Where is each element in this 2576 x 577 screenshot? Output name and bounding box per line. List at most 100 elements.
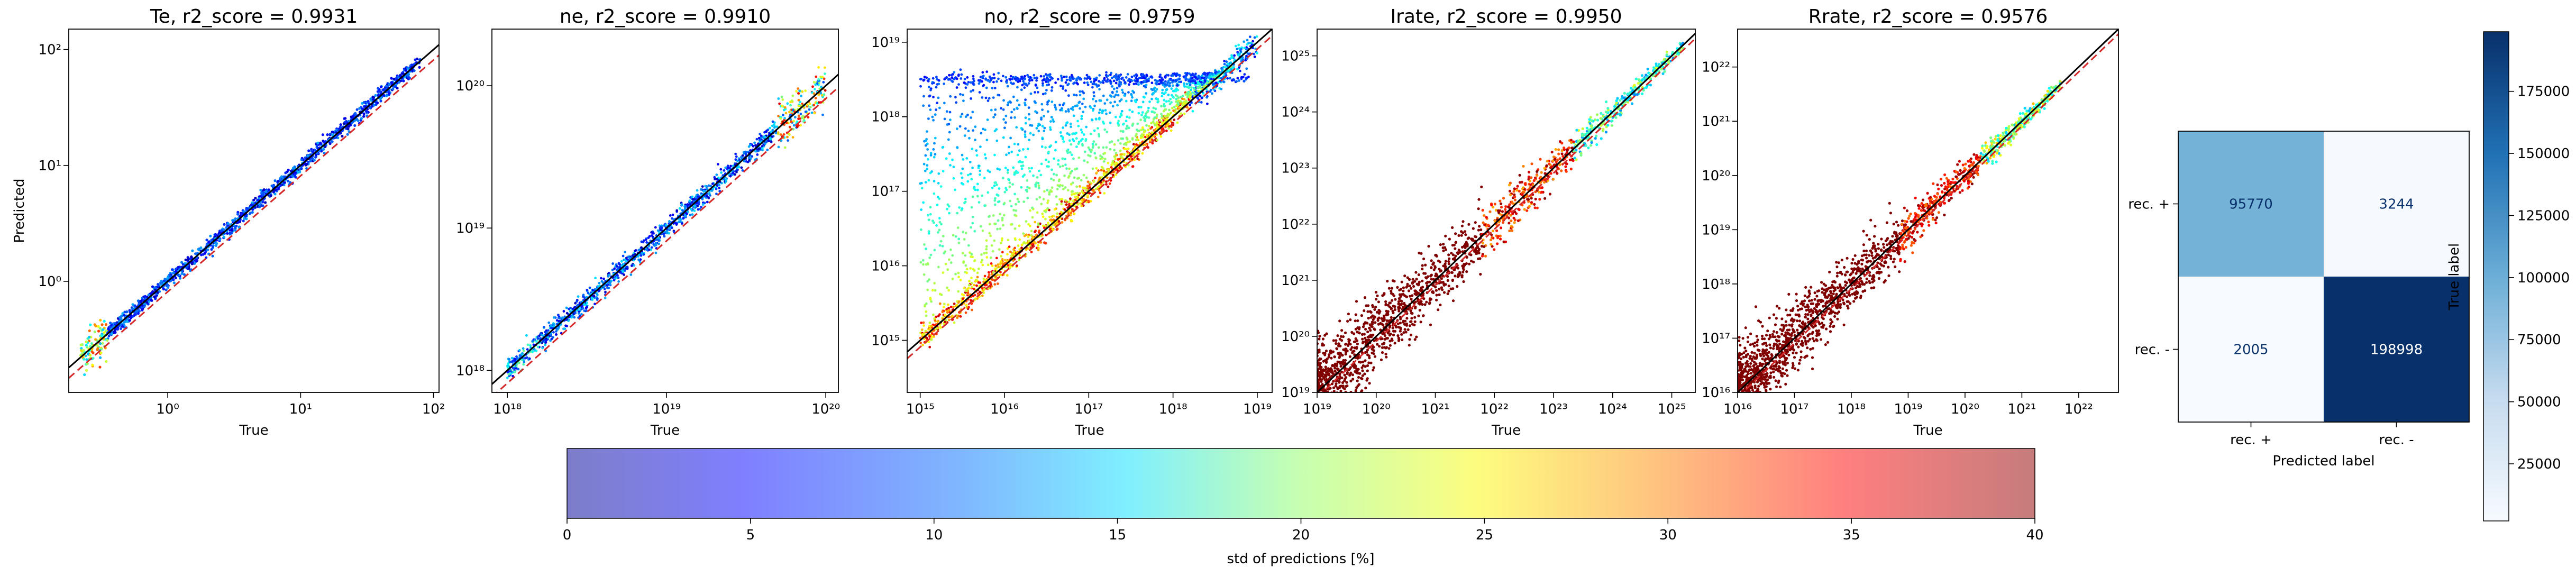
data-point — [1025, 248, 1028, 251]
data-point — [584, 309, 588, 312]
data-point — [1054, 149, 1057, 152]
data-point — [1068, 204, 1071, 207]
data-point — [1137, 106, 1140, 109]
data-point — [617, 280, 620, 283]
data-point — [1012, 259, 1015, 262]
data-point — [1034, 234, 1037, 237]
data-point — [949, 261, 953, 264]
data-point — [781, 98, 784, 101]
data-point — [536, 337, 540, 340]
data-point — [954, 188, 956, 191]
data-point — [1070, 212, 1073, 214]
data-point — [791, 136, 794, 139]
data-point — [996, 282, 999, 285]
data-point — [106, 338, 109, 342]
data-point — [991, 87, 994, 90]
data-point — [1131, 124, 1134, 127]
data-point — [294, 176, 297, 179]
data-point — [1150, 88, 1153, 90]
data-point — [926, 280, 929, 283]
data-point — [165, 288, 168, 291]
data-point — [1130, 76, 1134, 78]
data-point — [979, 169, 982, 172]
data-point — [934, 289, 937, 292]
data-point — [254, 197, 257, 200]
data-point — [706, 195, 708, 198]
data-point — [774, 132, 778, 135]
data-point — [781, 120, 784, 123]
data-point — [1233, 54, 1236, 57]
data-point — [930, 170, 933, 173]
data-point — [718, 184, 720, 187]
data-point — [1226, 62, 1229, 66]
data-point — [1011, 183, 1014, 186]
data-point — [1183, 98, 1186, 101]
data-point — [700, 205, 702, 208]
data-point — [1081, 103, 1084, 105]
data-point — [1026, 186, 1029, 189]
data-point — [949, 164, 952, 167]
data-point — [367, 99, 370, 103]
data-point — [706, 200, 709, 204]
data-point — [1128, 158, 1131, 161]
data-point — [963, 287, 966, 290]
data-point — [515, 367, 518, 370]
data-point — [259, 203, 262, 206]
data-point — [779, 117, 782, 120]
data-point — [1068, 151, 1072, 154]
data-point — [949, 248, 952, 251]
data-point — [186, 256, 189, 259]
data-point — [1015, 203, 1017, 206]
data-point — [999, 273, 1002, 277]
data-point — [1046, 103, 1049, 106]
data-point — [814, 83, 817, 86]
data-point — [983, 274, 986, 278]
data-point — [720, 171, 723, 174]
data-point — [756, 153, 759, 156]
data-point — [949, 95, 952, 98]
data-point — [1043, 126, 1046, 130]
data-point — [933, 282, 936, 285]
data-point — [1172, 84, 1174, 87]
data-point — [962, 183, 965, 186]
y-tick-label: 10⁰ — [38, 274, 61, 290]
data-point — [708, 193, 711, 196]
data-point — [1180, 112, 1183, 115]
data-point — [1024, 135, 1027, 139]
data-point — [961, 153, 964, 157]
data-point — [307, 149, 310, 152]
data-point — [1029, 132, 1032, 135]
data-point — [1091, 167, 1094, 170]
data-point — [1156, 122, 1158, 125]
data-point — [736, 168, 739, 171]
data-point — [681, 209, 684, 212]
data-point — [1244, 59, 1247, 62]
x-tick-label: 10⁰ — [156, 401, 179, 417]
data-point — [707, 197, 710, 199]
data-point — [1191, 95, 1194, 98]
data-point — [972, 295, 974, 298]
data-point — [1084, 105, 1087, 108]
data-point — [993, 267, 997, 270]
data-point — [1080, 117, 1083, 121]
data-point — [1109, 101, 1112, 104]
data-point — [1144, 115, 1147, 117]
data-point — [955, 304, 958, 307]
data-point — [143, 295, 147, 298]
data-point — [946, 268, 949, 271]
data-point — [1013, 237, 1017, 240]
data-point — [1049, 126, 1052, 129]
data-point — [987, 276, 990, 279]
data-point — [934, 153, 937, 156]
data-point — [1044, 146, 1047, 149]
data-point — [1252, 40, 1255, 43]
data-point — [957, 83, 960, 86]
data-point — [86, 345, 89, 349]
data-point — [1043, 226, 1046, 230]
data-point — [971, 148, 974, 151]
data-point — [123, 310, 126, 314]
data-point — [955, 101, 958, 104]
data-point — [640, 254, 643, 257]
data-point — [671, 213, 674, 216]
data-point — [947, 303, 949, 306]
